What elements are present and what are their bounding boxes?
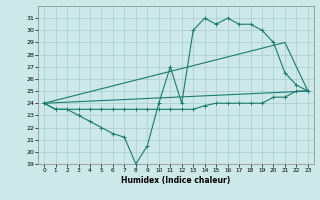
X-axis label: Humidex (Indice chaleur): Humidex (Indice chaleur): [121, 176, 231, 185]
